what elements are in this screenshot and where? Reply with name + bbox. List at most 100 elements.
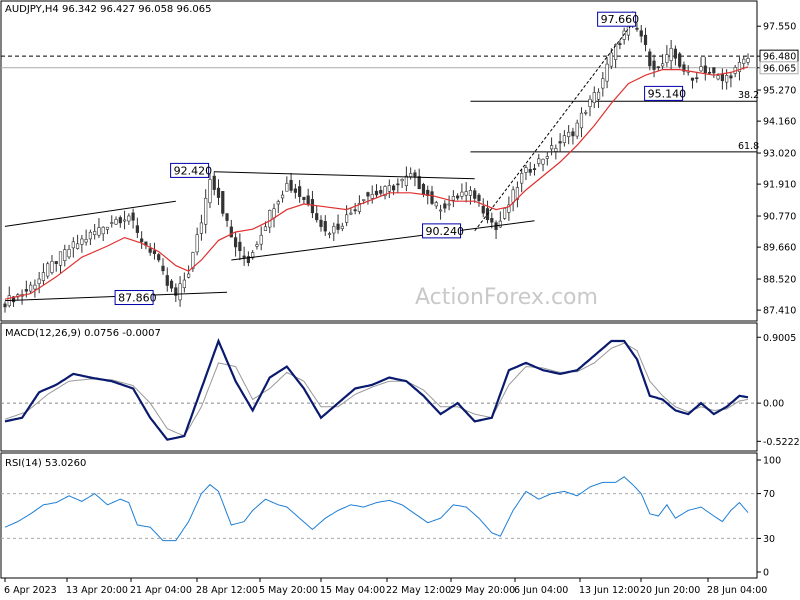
- candle: [567, 131, 571, 137]
- candle: [238, 241, 242, 252]
- candle: [592, 92, 596, 103]
- candle: [75, 243, 80, 249]
- candle: [575, 122, 579, 137]
- candle: [272, 208, 276, 219]
- candle: [259, 234, 263, 245]
- candle: [276, 201, 280, 205]
- x-axis-tick-label: 13 Apr 20:00: [66, 585, 128, 596]
- candle: [165, 275, 169, 286]
- candle: [524, 167, 528, 173]
- price-annotation-label: 87.860: [118, 292, 157, 305]
- x-axis-tick-label: 20 Jun 20:00: [640, 585, 700, 596]
- candle: [579, 112, 584, 129]
- candle: [609, 52, 613, 67]
- candle: [537, 158, 541, 164]
- x-axis: 6 Apr 2023 13 Apr 20:00 21 Apr 04:00 28 Apr…: [4, 578, 767, 596]
- candle: [729, 75, 733, 79]
- candle: [421, 184, 426, 195]
- rsi-line: [4, 476, 749, 542]
- price-chart-title: AUDJPY,H4 96.342 96.427 96.058 96.065: [5, 4, 211, 15]
- candle: [545, 156, 549, 159]
- candle: [71, 241, 75, 249]
- price-y-tick-label: 96.065: [763, 63, 796, 74]
- price-y-tick-label: 87.410: [763, 306, 796, 317]
- candle: [374, 190, 379, 196]
- candle: [204, 197, 208, 225]
- price-annotation-box: [114, 290, 154, 306]
- candle: [430, 191, 434, 204]
- candle: [332, 226, 336, 234]
- candle: [426, 189, 430, 196]
- candle: [140, 238, 144, 243]
- price-y-tick-label: 91.910: [763, 180, 796, 191]
- candle: [58, 251, 63, 266]
- candle: [110, 222, 114, 224]
- candle: [169, 280, 174, 289]
- trend-line: [4, 200, 176, 227]
- price-y-tick-label: 93.020: [763, 149, 796, 160]
- x-axis-tick-label: 6 Apr 2023: [4, 585, 57, 596]
- candle: [695, 77, 699, 80]
- x-axis-tick-label: 21 Apr 04:00: [130, 585, 192, 596]
- candle: [63, 249, 67, 261]
- price-annotation-box: [597, 11, 637, 27]
- fibonacci-label: 61.8: [738, 141, 759, 152]
- candle: [233, 237, 238, 248]
- candle: [46, 263, 50, 277]
- candle: [54, 261, 58, 265]
- candle: [438, 209, 443, 212]
- price-annotation-label: 95.140: [648, 87, 687, 100]
- candle: [293, 188, 297, 193]
- candle: [298, 186, 302, 197]
- candle: [24, 289, 28, 292]
- candle: [319, 219, 323, 227]
- candle: [50, 261, 54, 273]
- price-y-tick-label: 94.160: [763, 117, 796, 128]
- x-axis-tick-label: 28 Jun 04:00: [707, 585, 767, 596]
- candle: [528, 169, 532, 173]
- candle: [80, 238, 84, 245]
- candle: [652, 60, 656, 70]
- price-y-tick-label: 88.520: [763, 275, 796, 286]
- candle: [370, 194, 374, 199]
- candle: [605, 63, 609, 82]
- candle: [195, 234, 199, 253]
- candle: [362, 199, 366, 201]
- price-y-tick-label: 95.270: [763, 86, 796, 97]
- candle: [404, 175, 408, 186]
- candle: [29, 284, 33, 292]
- rsi-panel-frame: [0, 452, 758, 579]
- candle: [67, 249, 71, 258]
- x-axis-tick-label: 13 Jun 12:00: [579, 585, 639, 596]
- rsi-y-tick-label: 30: [763, 534, 775, 545]
- candle: [122, 219, 127, 222]
- candle: [315, 213, 319, 221]
- price-annotation-label: 97.660: [601, 13, 640, 26]
- candle: [669, 48, 673, 61]
- candle: [93, 231, 97, 236]
- candle: [268, 209, 272, 228]
- candle: [327, 233, 332, 235]
- price-label-box: [759, 61, 799, 75]
- price-annotation-label: 90.240: [426, 225, 465, 238]
- candle: [41, 272, 46, 281]
- moving-average-line: [4, 66, 749, 300]
- candle: [263, 226, 268, 231]
- candle: [737, 62, 742, 72]
- candle: [456, 195, 460, 199]
- candle: [678, 53, 682, 67]
- candle: [302, 196, 306, 200]
- x-axis-tick-label: 15 May 04:00: [320, 585, 385, 596]
- x-axis-tick-label: 22 May 12:00: [386, 585, 451, 596]
- candle: [131, 212, 135, 221]
- candle: [477, 194, 481, 202]
- candle: [221, 191, 225, 214]
- candle: [199, 222, 204, 234]
- candle: [682, 64, 686, 72]
- candle: [648, 51, 652, 67]
- candle: [746, 58, 750, 63]
- candle: [191, 252, 195, 269]
- rsi-title: RSI(14) 53.0260: [5, 458, 86, 469]
